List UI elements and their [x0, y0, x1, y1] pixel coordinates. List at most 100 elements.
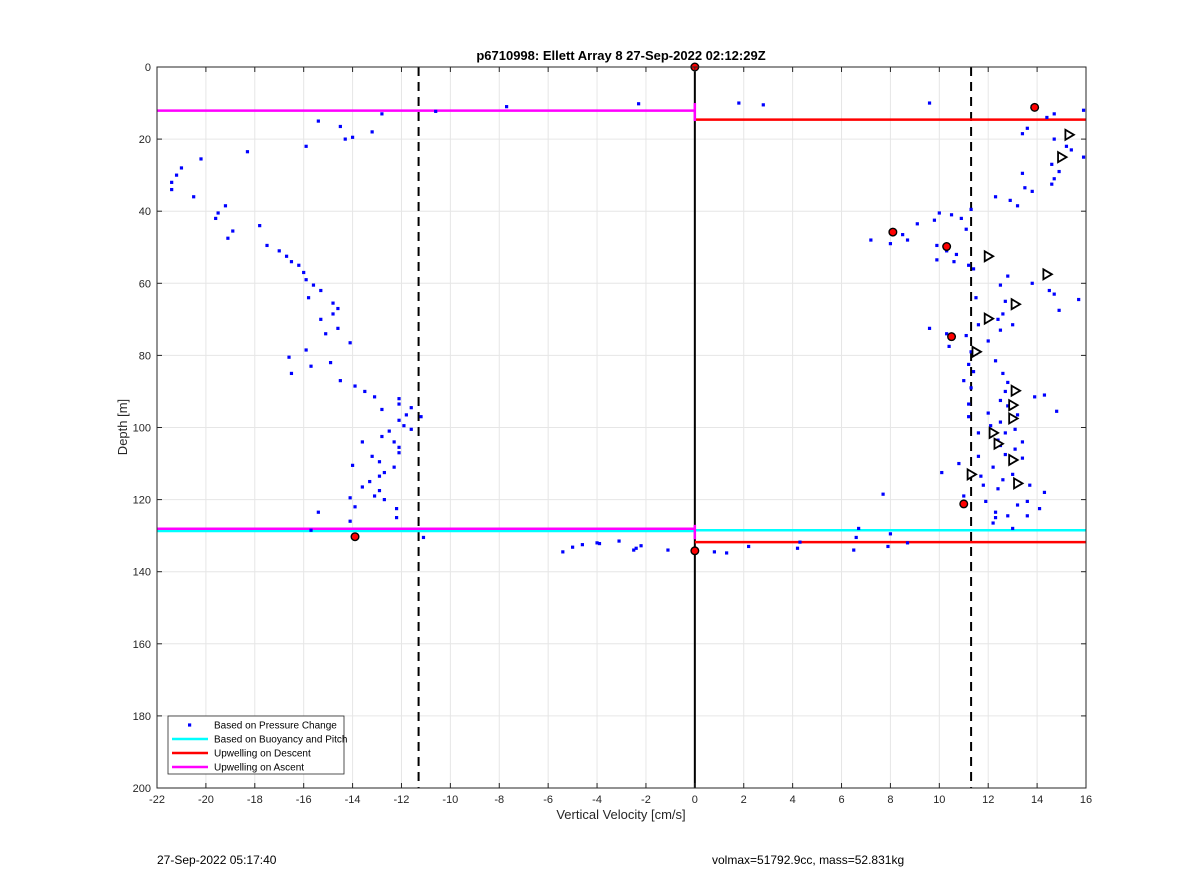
- legend-swatch-based-on-pressure-change: [188, 723, 192, 727]
- y-axis-label: Depth [m]: [115, 399, 130, 455]
- y-tick-label: 40: [139, 206, 151, 218]
- x-tick-label: 0: [692, 794, 698, 806]
- x-tick-label: -8: [494, 794, 504, 806]
- pressure-point: [199, 157, 203, 161]
- pressure-point: [1042, 490, 1047, 494]
- pressure-point: [331, 301, 335, 305]
- pressure-point: [1020, 171, 1025, 175]
- pressure-point: [993, 516, 998, 520]
- triangle-marker: [1008, 453, 1020, 467]
- pressure-point: [937, 211, 941, 215]
- pressure-point: [798, 540, 802, 544]
- pressure-point: [350, 135, 355, 139]
- pressure-point: [231, 229, 235, 233]
- pressure-point: [964, 333, 968, 338]
- pressure-point: [969, 207, 973, 211]
- pressure-point: [287, 355, 291, 359]
- pressure-point: [927, 326, 932, 330]
- pressure-point: [1064, 144, 1069, 148]
- pressure-point: [1050, 162, 1054, 166]
- pressure-point: [1006, 274, 1010, 278]
- pressure-point: [1020, 440, 1025, 444]
- pressure-point: [1081, 108, 1086, 112]
- pressure-point: [304, 144, 308, 148]
- pressure-point: [1055, 409, 1059, 413]
- pressure-point: [1047, 288, 1051, 293]
- pressure-point: [387, 429, 391, 433]
- pressure-point: [989, 424, 993, 428]
- pressure-point: [996, 317, 1000, 321]
- legend-label-based-on-pressure-change: Based on Pressure Change: [214, 721, 337, 732]
- pressure-point: [881, 492, 885, 496]
- legend-box: [167, 715, 345, 775]
- pressure-point: [343, 137, 347, 141]
- triangle-marker: [966, 467, 978, 481]
- pressure-point: [289, 371, 294, 376]
- pressure-point: [571, 545, 575, 549]
- x-tick-label: 14: [1031, 794, 1043, 806]
- pressure-point: [1006, 380, 1010, 385]
- pressure-point: [216, 211, 220, 215]
- red-dot-marker: [690, 546, 700, 556]
- legend: Based on Pressure Change Based on Buoyanc…: [167, 715, 347, 775]
- pressure-point: [857, 526, 861, 531]
- pressure-point: [331, 312, 335, 316]
- pressure-point: [397, 451, 401, 455]
- pressure-point: [223, 204, 228, 208]
- pressure-point: [915, 222, 919, 226]
- pressure-point: [595, 541, 599, 545]
- triangle-marker: [1008, 398, 1020, 412]
- pressure-point: [214, 216, 218, 221]
- y-tick-label: 200: [133, 783, 151, 795]
- legend-label-upwelling-on-ascent: Upwelling on Ascent: [214, 763, 304, 774]
- x-tick-label: 12: [982, 794, 994, 806]
- y-tick-label: 60: [139, 278, 151, 290]
- pressure-point: [888, 532, 893, 536]
- pressure-point: [377, 488, 382, 493]
- pressure-point: [504, 105, 509, 109]
- pressure-point: [409, 406, 413, 410]
- y-tick-label: 160: [133, 639, 151, 651]
- pressure-point: [336, 326, 340, 330]
- pressure-point: [888, 242, 893, 246]
- pressure-point: [382, 498, 386, 502]
- pressure-point: [1025, 514, 1029, 518]
- pressure-point: [1033, 395, 1037, 399]
- x-tick-label: 6: [838, 794, 844, 806]
- pressure-point: [967, 415, 971, 419]
- pressure-point: [404, 413, 408, 417]
- triangle-marker: [1013, 476, 1025, 490]
- pressure-point: [377, 474, 382, 478]
- pressure-point: [993, 359, 998, 363]
- pressure-point: [421, 535, 426, 540]
- pressure-point: [1052, 177, 1056, 181]
- pressure-point: [377, 460, 382, 464]
- pressure-point: [372, 395, 377, 399]
- pressure-point: [380, 112, 384, 116]
- pressure-point: [905, 238, 910, 242]
- pressure-point: [996, 487, 1000, 491]
- pressure-point: [981, 483, 985, 487]
- x-tick-label: 2: [741, 794, 747, 806]
- pressure-point: [170, 187, 174, 192]
- pressure-point: [1052, 112, 1056, 116]
- pressure-point: [935, 258, 939, 262]
- pressure-point: [976, 454, 981, 458]
- pressure-point: [998, 398, 1003, 403]
- triangle-marker: [1010, 384, 1022, 398]
- pressure-point: [353, 384, 357, 388]
- pressure-point: [1013, 427, 1017, 431]
- pressure-point: [316, 510, 320, 514]
- pressure-point: [969, 386, 973, 390]
- pressure-point: [1011, 472, 1015, 476]
- pressure-point: [397, 397, 401, 401]
- pressure-point: [976, 323, 981, 327]
- pressure-point: [869, 238, 873, 242]
- pressure-point: [394, 516, 399, 520]
- x-tick-label: -22: [149, 794, 165, 806]
- footer-info: volmax=51792.9cc, mass=52.831kg: [712, 853, 905, 867]
- pressure-point: [967, 263, 971, 267]
- pressure-point: [309, 364, 313, 368]
- pressure-point: [1057, 169, 1061, 174]
